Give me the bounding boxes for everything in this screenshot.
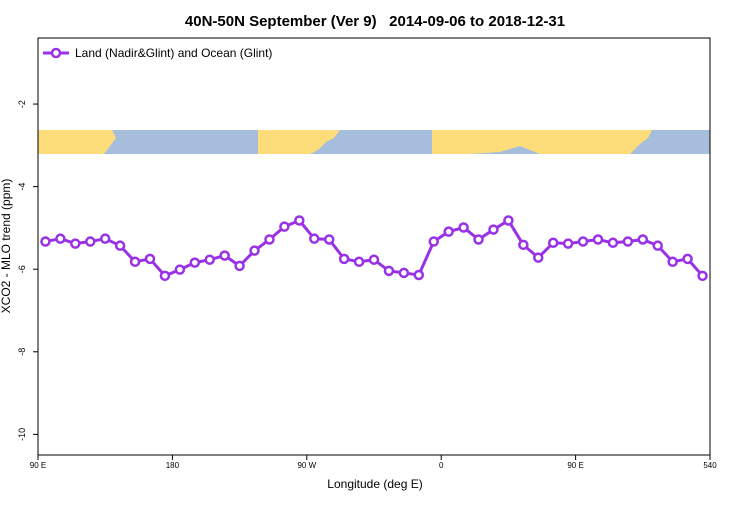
point [114, 240, 126, 251]
y-tick-label: -6 [17, 265, 27, 273]
point [309, 233, 320, 244]
point [249, 245, 260, 256]
point [85, 236, 96, 247]
point [577, 236, 589, 247]
point [383, 265, 395, 277]
point [189, 257, 201, 268]
plot-frame [37, 37, 711, 456]
point [488, 224, 499, 235]
point [368, 254, 380, 265]
point [682, 253, 693, 265]
y-tick-label: -4 [17, 183, 27, 191]
x-axis-label: Longitude (deg E) [327, 477, 422, 491]
y-tick-label: -2 [17, 100, 27, 108]
point [547, 237, 559, 249]
point [338, 253, 350, 265]
x-tick-label: 90 E [30, 461, 46, 470]
point [503, 215, 514, 226]
point [637, 234, 649, 245]
x-tick-label: 90 W [297, 461, 316, 470]
point [443, 226, 454, 237]
x-tick-label: 0 [439, 461, 444, 470]
point [55, 233, 66, 244]
point [533, 252, 544, 263]
point [413, 269, 425, 281]
point [264, 234, 275, 245]
point [592, 234, 604, 245]
point [219, 250, 230, 261]
point [70, 238, 81, 249]
point [204, 254, 215, 265]
x-tick-label: 540 [703, 461, 717, 470]
point [428, 236, 439, 247]
point [473, 234, 484, 245]
point [40, 236, 51, 247]
point [398, 267, 410, 279]
point [518, 239, 529, 251]
y-tick-label: -8 [17, 348, 27, 356]
point [159, 270, 171, 282]
point [99, 233, 111, 244]
point [652, 240, 663, 251]
chart-title: 40N-50N September (Ver 9) 2014-09-06 to … [185, 13, 565, 30]
point [353, 256, 365, 268]
point [294, 215, 305, 226]
point [622, 236, 634, 247]
y-axis-label: XCO2 - MLO trend (ppm) [0, 179, 13, 314]
point [667, 256, 678, 268]
series-line [45, 218, 704, 278]
point [129, 256, 141, 268]
point [234, 260, 245, 272]
map-strip [38, 130, 710, 154]
point [323, 234, 335, 245]
point [562, 238, 574, 249]
point [144, 253, 156, 265]
legend-marker [50, 47, 62, 59]
point [607, 237, 619, 249]
x-tick-label: 180 [166, 461, 180, 470]
point [458, 222, 469, 233]
legend-label: Land (Nadir&Glint) and Ocean (Glint) [75, 46, 272, 60]
x-tick-label: 90 E [567, 461, 583, 470]
point [697, 270, 708, 282]
point [174, 264, 186, 275]
point [279, 221, 290, 232]
y-tick-label: -10 [17, 428, 27, 441]
